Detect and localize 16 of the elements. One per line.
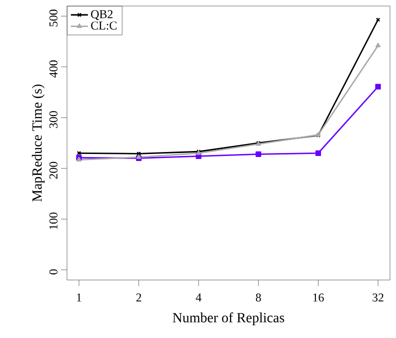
x-tick-label: 4	[196, 294, 202, 302]
y-axis-title: MapReduce Time (s)	[32, 84, 45, 202]
y-tick-label: 300	[49, 111, 58, 128]
x-tick-label: 16	[313, 294, 324, 302]
legend-label: CL:C	[91, 22, 117, 30]
x-tick-label: 8	[256, 294, 261, 302]
y-tick-label: 400	[49, 60, 58, 78]
x-tick-label: 1	[77, 294, 82, 302]
y-tick-label: 100	[49, 212, 58, 230]
y-tick-label: 500	[49, 10, 58, 26]
y-tick-label: 200	[49, 162, 58, 179]
x-tick-label: 32	[372, 294, 384, 302]
y-tick-label: 0	[49, 269, 58, 274]
legend-label: QB2	[91, 10, 113, 20]
x-axis-title: Number of Replicas	[172, 312, 284, 326]
x-tick-label: 2	[136, 294, 142, 302]
